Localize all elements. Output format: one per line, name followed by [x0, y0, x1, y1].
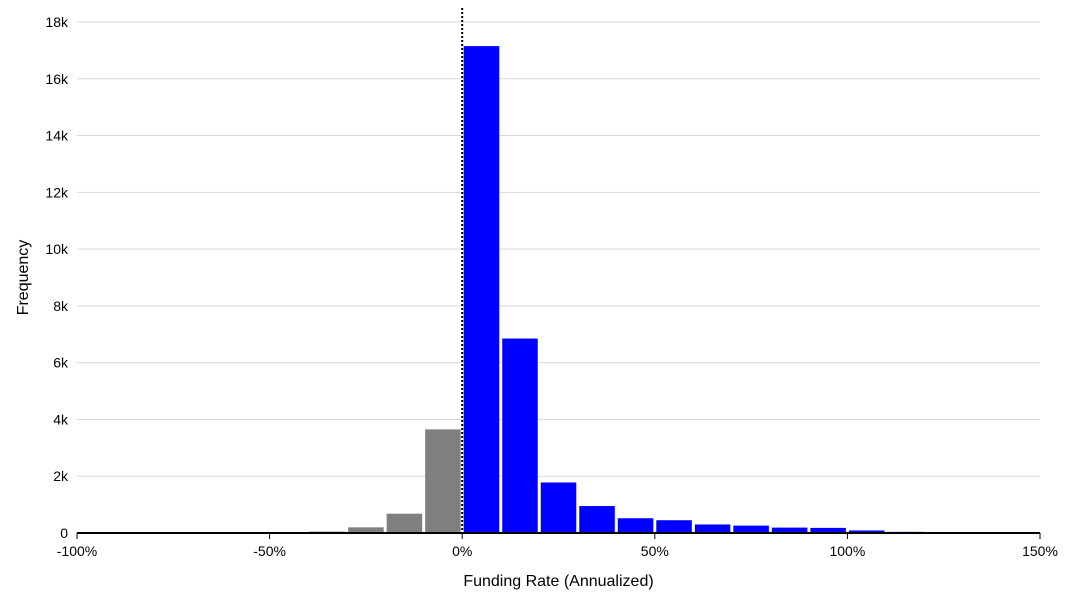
- y-tick-label-1: 2k: [53, 468, 69, 484]
- y-tick-label-2: 4k: [53, 411, 69, 427]
- x-tick-label-2: 0%: [452, 543, 472, 559]
- x-tick-label-1: -50%: [253, 543, 286, 559]
- bar-16: [694, 524, 731, 533]
- x-tick-label-4: 100%: [829, 543, 865, 559]
- bar-7: [348, 527, 384, 533]
- x-tick-label-5: 150%: [1022, 543, 1058, 559]
- bar-8: [386, 513, 423, 533]
- grid-lines: [77, 21, 1040, 477]
- y-tick-label-7: 14k: [45, 128, 69, 144]
- y-tick-label-3: 6k: [53, 355, 69, 371]
- bar-17: [733, 525, 769, 533]
- y-tick-label-4: 8k: [53, 298, 69, 314]
- histogram-bars: [78, 46, 1039, 533]
- y-tick-label-0: 0: [60, 525, 68, 541]
- bar-19: [810, 527, 846, 533]
- y-axis-ticks: 0 2k 4k 6k 8k 10k 12k 14k 16k 18k: [45, 14, 69, 541]
- y-tick-label-9: 18k: [45, 14, 69, 30]
- x-axis-title: Funding Rate (Annualized): [463, 573, 653, 590]
- bar-20: [848, 530, 885, 533]
- bar-13: [579, 506, 615, 533]
- x-tick-label-0: -100%: [57, 543, 97, 559]
- bar-10: [463, 46, 500, 533]
- bar-15: [656, 520, 692, 533]
- bar-18: [771, 527, 808, 533]
- bar-12: [540, 482, 577, 533]
- y-tick-label-5: 10k: [45, 241, 69, 257]
- bar-11: [502, 338, 538, 533]
- bar-14: [617, 518, 654, 533]
- y-tick-label-6: 12k: [45, 184, 69, 200]
- x-axis-ticks: -100% -50% 0% 50% 100% 150%: [57, 533, 1058, 559]
- y-axis-title: Frequency: [15, 240, 32, 316]
- bar-9: [425, 429, 461, 533]
- y-tick-label-8: 16k: [45, 71, 69, 87]
- x-tick-label-3: 50%: [641, 543, 669, 559]
